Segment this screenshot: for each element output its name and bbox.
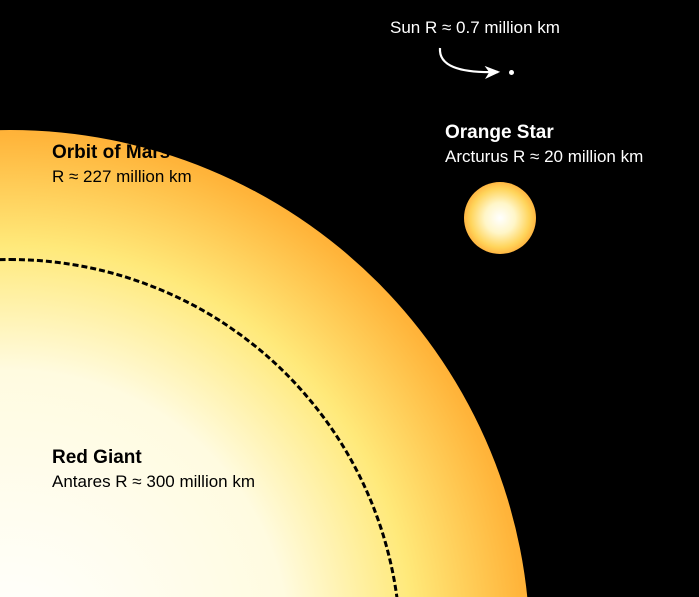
arcturus-title: Orange Star — [445, 122, 554, 143]
mars-orbit-title: Orbit of Mars — [52, 142, 170, 163]
arcturus-label: Orange Star Arcturus R ≈ 20 million km — [445, 120, 643, 169]
diagram-canvas: Sun R ≈ 0.7 million km Orange Star Arctu… — [0, 0, 699, 597]
mars-orbit-label: Orbit of Mars R ≈ 227 million km — [52, 140, 192, 189]
sun-label-text: Sun R ≈ 0.7 million km — [390, 18, 560, 37]
mars-orbit-subtitle: R ≈ 227 million km — [52, 167, 192, 186]
arcturus-subtitle: Arcturus R ≈ 20 million km — [445, 147, 643, 166]
antares-label: Red Giant Antares R ≈ 300 million km — [52, 445, 255, 494]
antares-subtitle: Antares R ≈ 300 million km — [52, 472, 255, 491]
sun-arrow-icon — [0, 0, 699, 597]
sun-label: Sun R ≈ 0.7 million km — [390, 18, 560, 38]
antares-title: Red Giant — [52, 447, 142, 468]
